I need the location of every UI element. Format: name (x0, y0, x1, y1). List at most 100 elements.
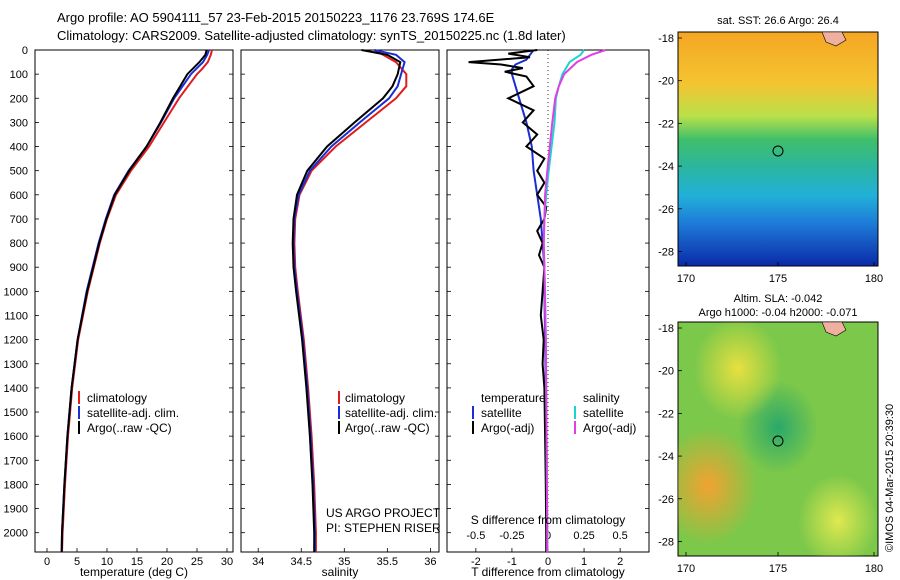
map-y-tick-label: -20 (658, 76, 674, 88)
map-x-tick-label: 170 (677, 563, 695, 575)
map-x-tick-label: 180 (865, 273, 883, 285)
map-y-tick-label: -24 (658, 161, 674, 173)
depth-tick-label: 1100 (4, 310, 28, 322)
map-x-tick-label: 175 (769, 273, 787, 285)
legend-sal-argo: Argo(-adj) (583, 421, 636, 435)
depth-tick-label: 2000 (4, 528, 28, 540)
x-tick-label: 34.5 (291, 556, 312, 568)
sla-map-title1: Altim. SLA: -0.042 (734, 293, 823, 305)
sla-map-axis: -18 -20 -22 -24 -26 -28 170 175 180 (658, 323, 883, 575)
temperature-xlabel: temperature (deg C) (80, 565, 188, 579)
map-x-tick-label: 170 (677, 273, 695, 285)
depth-axis: 0 100 200 300 400 500 600 700 800 900 1000 1100 1200… (4, 45, 649, 540)
sla-map-title2: Argo h1000: -0.04 h2000: -0.071 (698, 307, 857, 319)
imos-timestamp: ©IMOS 04-Mar-2015 20:39:30 (884, 404, 896, 552)
map-y-tick-label: -22 (658, 408, 674, 420)
map-y-tick-label: -18 (658, 323, 674, 335)
sla-yellow-blob-2 (678, 322, 878, 556)
x-tick-label: 2 (617, 556, 623, 568)
temperature-panel-frame (34, 49, 234, 553)
depth-tick-label: 0 (22, 45, 28, 57)
map-x-tick-label: 180 (865, 563, 883, 575)
series-line-temperature-argo-adj- (468, 49, 548, 552)
x-tick-label: 0 (545, 556, 551, 568)
map-y-tick-label: -28 (658, 536, 674, 548)
x-tick-label: 34 (252, 556, 264, 568)
depth-tick-label: 800 (10, 238, 28, 250)
map-y-tick-label: -22 (658, 118, 674, 130)
series-line-satellite-adj-clim- (60, 49, 210, 553)
s-tick-label: -0.5 (466, 530, 485, 542)
difference-x-axis: -2 -1 0 1 2-0.5 -0.25 0 0.25 0.5 (466, 50, 628, 568)
x-tick-label: 35.5 (377, 556, 398, 568)
difference-panel-frame (446, 49, 650, 553)
legend-sal-climatology: climatology (345, 391, 405, 405)
x-tick-label: -2 (471, 556, 481, 568)
map-y-tick-label: -26 (658, 204, 674, 216)
series-line-argo-raw-qc- (291, 49, 402, 552)
x-tick-label: 25 (191, 556, 203, 568)
depth-tick-label: 400 (10, 142, 28, 154)
x-tick-label: 1 (581, 556, 587, 568)
salinity-x-axis: 34 34.5 35 35.5 36 (252, 548, 437, 568)
salinity-legend: climatology satellite-adj. clim. Argo(..… (326, 391, 441, 535)
depth-tick-label: 700 (10, 214, 28, 226)
legend-temp-argo: Argo(..raw -QC) (87, 421, 172, 435)
depth-tick-label: 1300 (4, 359, 28, 371)
map-y-tick-label: -24 (658, 451, 674, 463)
depth-tick-label: 500 (10, 166, 28, 178)
depth-tick-label: 1800 (4, 479, 28, 491)
sst-land-shape (821, 31, 847, 47)
series-line-argo-raw-qc- (60, 49, 208, 553)
map-y-tick-label: -18 (658, 33, 674, 45)
depth-tick-label: 100 (10, 69, 28, 81)
sst-map-axis: -18 -20 -22 -24 -26 -28 170 175 180 (658, 33, 883, 285)
map-y-tick-label: -28 (658, 246, 674, 258)
header-line2: Climatology: CARS2009. Satellite-adjuste… (57, 28, 566, 43)
series-layer (60, 49, 607, 553)
header-line1: Argo profile: AO 5904111_57 23-Feb-2015 … (57, 10, 495, 25)
map-y-tick-label: -20 (658, 366, 674, 378)
temperature-x-axis: 0 5 10 15 20 25 30 (44, 548, 233, 568)
map-x-tick-label: 175 (769, 563, 787, 575)
legend-temp-climatology: climatology (87, 391, 147, 405)
legend-sal-satellite: satellite (583, 406, 624, 420)
x-tick-label: 15 (131, 556, 143, 568)
pi-label: PI: STEPHEN RISER (326, 521, 441, 535)
depth-tick-label: 900 (10, 262, 28, 274)
x-tick-label: -1 (507, 556, 517, 568)
sst-map-title: sat. SST: 26.6 Argo: 26.4 (717, 15, 839, 27)
depth-tick-label: 200 (10, 93, 28, 105)
project-label: US ARGO PROJECT (326, 506, 441, 520)
legend-sal-satellite: satellite-adj. clim. (345, 406, 437, 420)
salinity-panel-frame (240, 49, 440, 553)
legend-temp-satellite: satellite (481, 406, 522, 420)
x-tick-label: 20 (161, 556, 173, 568)
legend-salinity-title: salinity (583, 391, 620, 405)
depth-tick-label: 1600 (4, 431, 28, 443)
x-tick-label: 5 (74, 556, 80, 568)
legend-temp-argo: Argo(-adj) (481, 421, 534, 435)
x-tick-label: 36 (424, 556, 436, 568)
map-y-tick-label: -26 (658, 494, 674, 506)
depth-tick-label: 1500 (4, 407, 28, 419)
s-tick-label: -0.25 (499, 530, 524, 542)
depth-tick-label: 1400 (4, 383, 28, 395)
salinity-xlabel: salinity (322, 565, 359, 579)
series-line-satellite-adj-clim- (292, 49, 406, 552)
difference-xlabel-bottom: T difference from climatology (471, 565, 625, 579)
depth-tick-label: 1200 (4, 335, 28, 347)
x-tick-label: 10 (101, 556, 113, 568)
x-tick-label: 30 (221, 556, 233, 568)
difference-legend: temperature satellite Argo(-adj) salinit… (472, 391, 636, 435)
depth-tick-label: 600 (10, 190, 28, 202)
s-tick-label: 0.25 (573, 530, 594, 542)
depth-tick-label: 1700 (4, 455, 28, 467)
sla-land-shape (821, 321, 847, 337)
depth-tick-label: 1000 (4, 286, 28, 298)
series-line-salinity-satellite (542, 49, 585, 552)
temperature-legend: climatology satellite-adj. clim. Argo(..… (78, 391, 179, 435)
legend-temperature-title: temperature (481, 391, 546, 405)
legend-temp-satellite: satellite-adj. clim. (87, 406, 179, 420)
depth-tick-label: 300 (10, 117, 28, 129)
